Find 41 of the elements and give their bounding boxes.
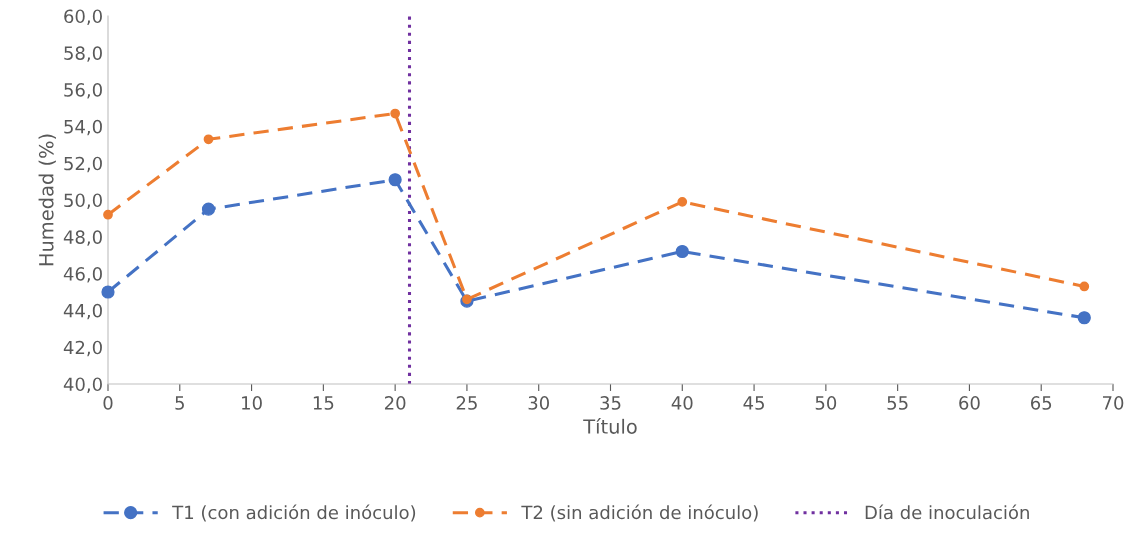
- point: [103, 209, 113, 220]
- y-tick-label: 44,0: [63, 303, 102, 320]
- point: [390, 108, 401, 119]
- x-tick-label: 35: [600, 396, 621, 410]
- point: [101, 285, 115, 299]
- x-tick-label: 50: [815, 396, 837, 410]
- x-tick-label: 60: [959, 396, 980, 410]
- x-tick-label: 40: [671, 396, 693, 410]
- x-tick-label: 0: [103, 396, 113, 410]
- y-tick-label: 58,0: [64, 46, 102, 62]
- legend-label: T1 (con adición de inóculo): [172, 504, 416, 522]
- point: [1077, 311, 1091, 325]
- x-tick-label: 15: [313, 396, 334, 410]
- y-tick-label: 56,0: [64, 83, 102, 99]
- y-tick-label: 40,0: [63, 377, 102, 393]
- x-tick-label: 20: [384, 396, 406, 410]
- y-tick-label: 50,0: [64, 193, 102, 209]
- x-tick-label: 30: [528, 396, 549, 410]
- y-tick-label: 46,0: [63, 267, 102, 283]
- x-tick-label: 65: [1030, 396, 1052, 410]
- y-tick-label: 54,0: [64, 119, 102, 136]
- point: [677, 196, 688, 207]
- x-tick-label: 10: [242, 396, 262, 410]
- point: [675, 244, 689, 259]
- legend-label: T2 (sin adición de inóculo): [521, 504, 758, 522]
- x-tick-label: 70: [1102, 396, 1124, 410]
- x-tick-label: 25: [456, 396, 477, 410]
- x-tick-label: 45: [743, 396, 764, 410]
- x-tick-label: 55: [887, 396, 908, 410]
- x-axis-title: Título: [583, 418, 637, 434]
- point: [203, 134, 214, 145]
- y-tick-label: 52,0: [64, 156, 102, 173]
- point: [1079, 281, 1090, 292]
- y-tick-label: 48,0: [63, 230, 102, 246]
- y-tick-label: 60,0: [64, 9, 102, 25]
- x-tick-label: 5: [175, 396, 184, 410]
- y-tick-label: 42,0: [63, 340, 102, 357]
- y-axis-title: Humedad (%): [38, 134, 56, 266]
- point: [388, 173, 402, 187]
- legend-label: Día de inoculación: [865, 504, 1029, 520]
- point: [201, 202, 216, 216]
